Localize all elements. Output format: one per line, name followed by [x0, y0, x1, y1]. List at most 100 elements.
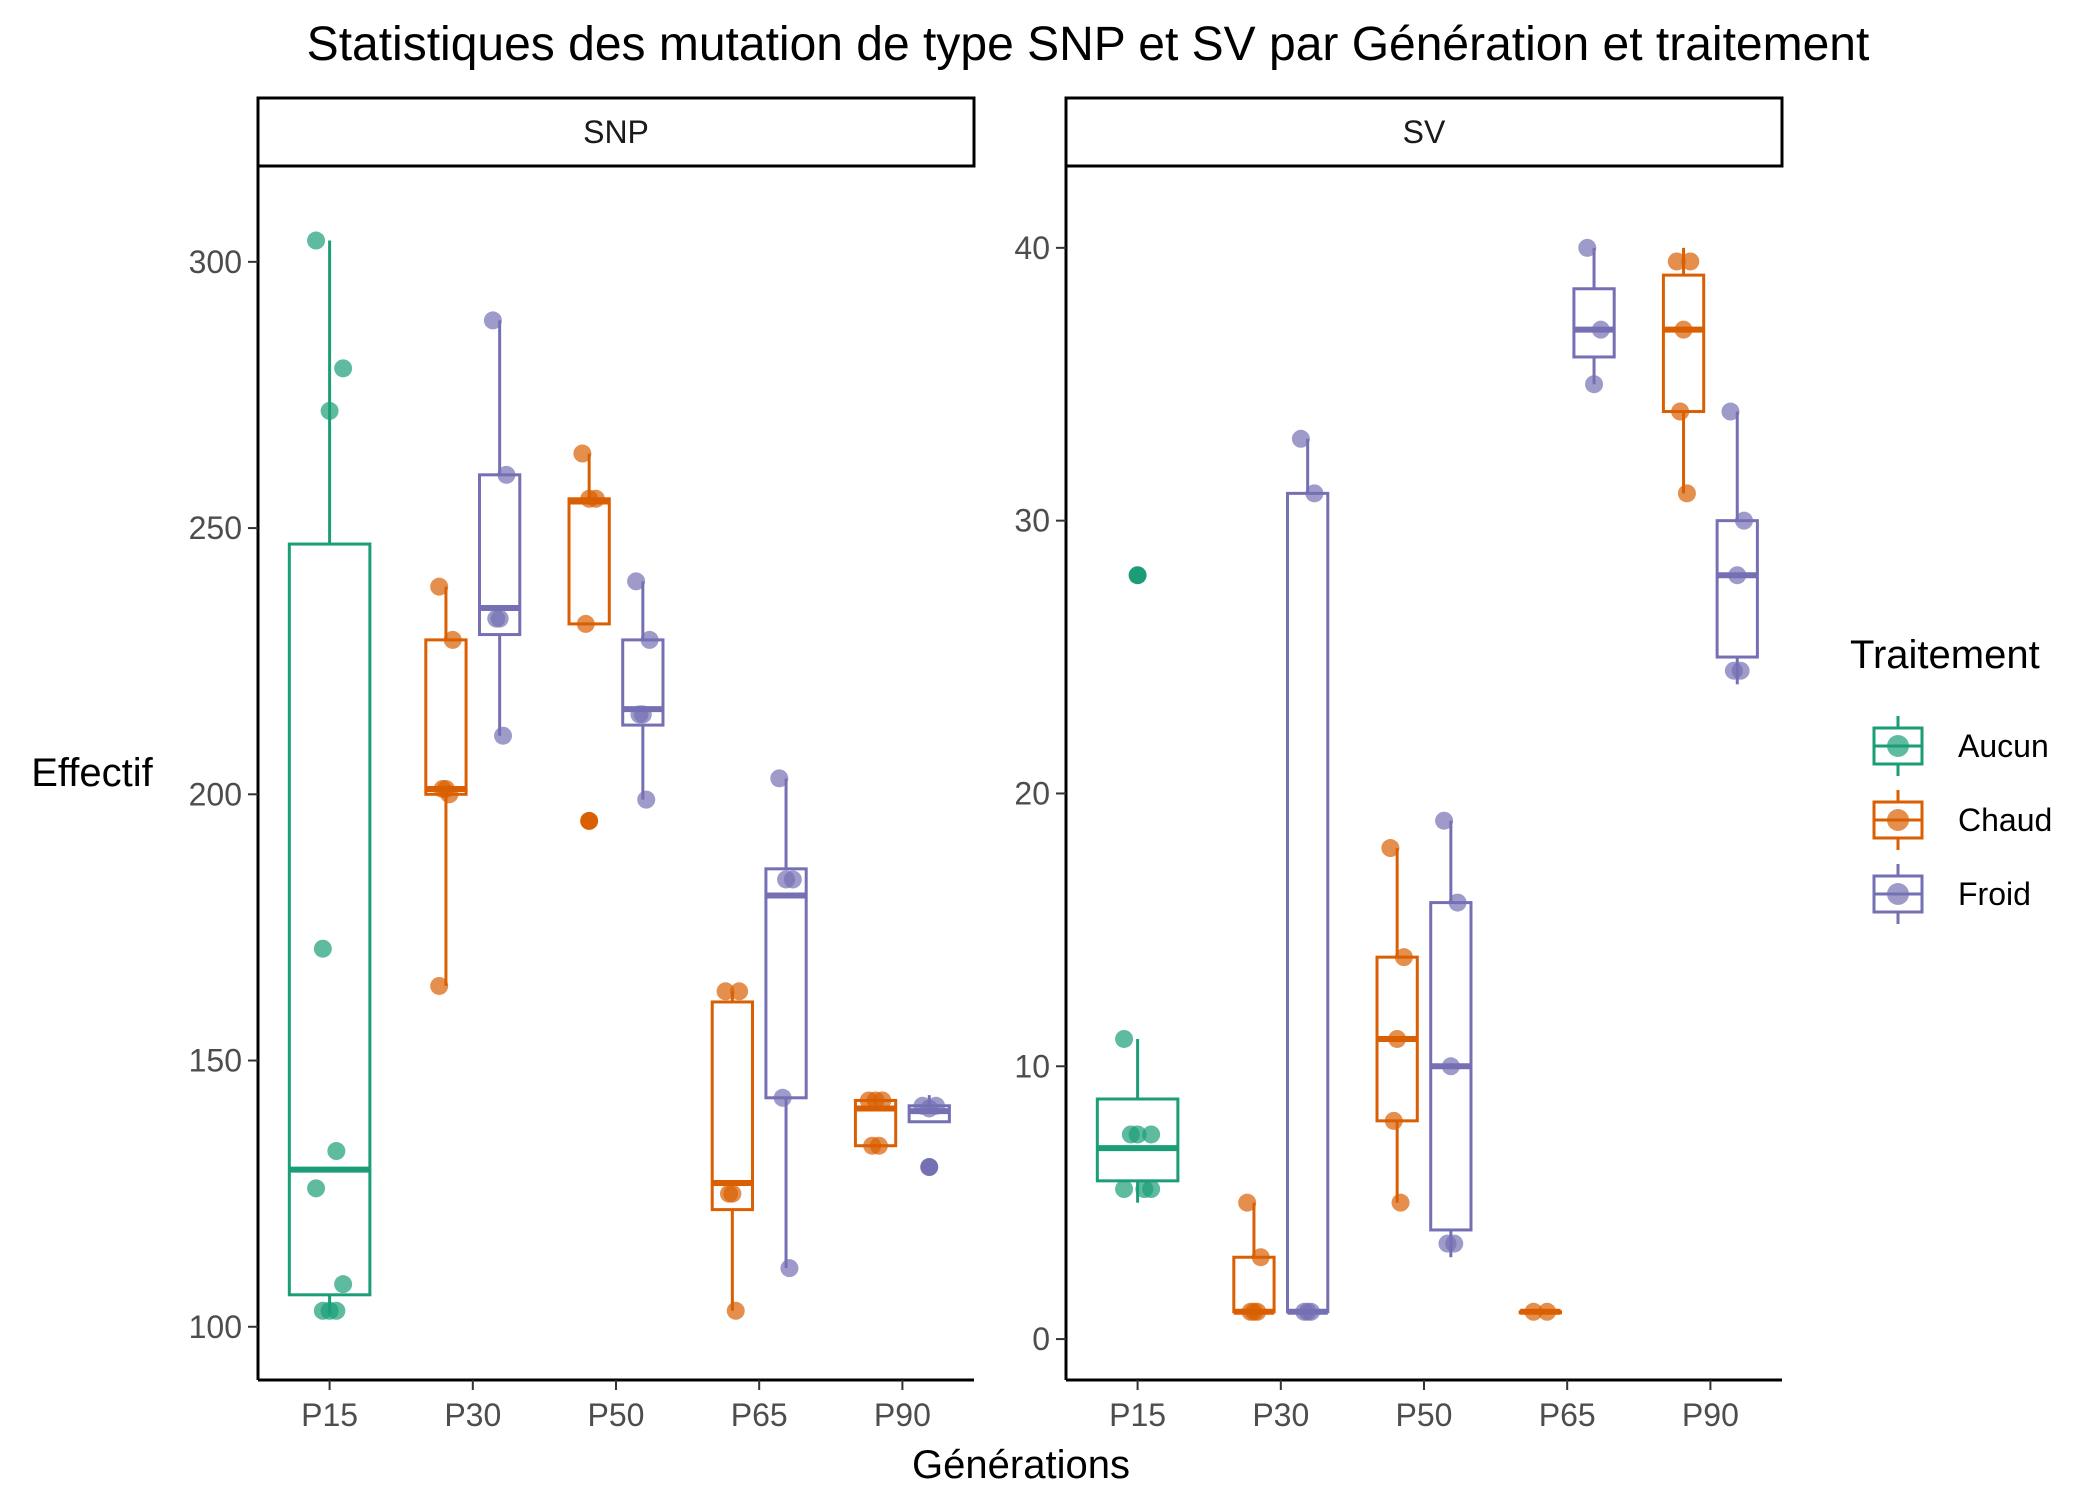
data-point	[716, 982, 735, 1001]
box-sv-p30-chaud	[1232, 1193, 1276, 1321]
data-point	[1251, 1248, 1270, 1267]
box-sv-p90-froid	[1715, 402, 1759, 685]
data-point	[1291, 429, 1310, 448]
data-point	[1728, 566, 1747, 585]
box-sv-p65-froid	[1572, 238, 1616, 394]
data-point	[1671, 402, 1690, 421]
data-point	[1674, 320, 1693, 339]
data-point	[1121, 1125, 1140, 1144]
data-point	[1115, 1180, 1134, 1199]
y-tick-label: 250	[189, 510, 242, 546]
data-point	[719, 1184, 738, 1203]
data-point	[1585, 375, 1604, 394]
legend-key-point	[1887, 809, 1909, 831]
data-point	[920, 1099, 939, 1118]
legend-title: Traitement	[1850, 633, 2040, 677]
data-point	[430, 577, 449, 596]
x-tick-label: P65	[1539, 1397, 1596, 1433]
data-point	[1448, 893, 1467, 912]
data-point	[637, 790, 656, 809]
data-point	[1302, 1302, 1321, 1321]
data-point	[1248, 1302, 1267, 1321]
x-tick-label: P90	[874, 1397, 931, 1433]
box-sv-p15-aucun	[1095, 566, 1180, 1203]
data-point	[640, 630, 659, 649]
data-point	[866, 1091, 885, 1110]
data-point	[777, 870, 796, 889]
data-point	[487, 609, 506, 628]
box-rect	[287, 542, 372, 1297]
x-tick-label: P30	[444, 1397, 501, 1433]
data-point	[1735, 511, 1754, 530]
x-tick-label: P50	[1396, 1397, 1453, 1433]
data-point	[1142, 1125, 1161, 1144]
data-point	[773, 1088, 792, 1107]
facet-panel-sv: SV 0 10 20 30 40 P15 P30 P50 P65 P90	[1014, 96, 1784, 1433]
data-point	[440, 785, 459, 804]
legend-label: Froid	[1958, 876, 2031, 912]
outlier-point	[1128, 566, 1147, 585]
data-point	[1681, 252, 1700, 271]
box-rect	[710, 1000, 754, 1212]
data-point	[1238, 1193, 1257, 1212]
data-point	[327, 1301, 346, 1320]
outlier-point	[580, 811, 599, 830]
data-point	[1445, 1234, 1464, 1253]
data-point	[1721, 402, 1740, 421]
x-tick-label: P15	[301, 1397, 358, 1433]
data-point	[443, 630, 462, 649]
data-point	[497, 465, 516, 484]
data-point	[334, 1275, 353, 1294]
data-point	[1384, 1111, 1403, 1130]
box-rect	[424, 638, 468, 796]
data-point	[327, 1142, 346, 1161]
data-point	[1381, 839, 1400, 858]
data-point	[1538, 1302, 1557, 1321]
y-tick-label: 0	[1032, 1321, 1050, 1357]
data-point	[483, 311, 502, 330]
box-snp-p90-froid	[907, 1095, 951, 1177]
data-point	[1677, 484, 1696, 503]
box-rect	[567, 497, 611, 626]
box-sv-p65-chaud	[1518, 1302, 1562, 1321]
box-snp-p90-chaud	[853, 1091, 898, 1155]
box-rect	[764, 867, 808, 1100]
data-point	[313, 1301, 332, 1320]
box-sv-p50-froid	[1429, 811, 1473, 1258]
legend-label: Chaud	[1958, 802, 2052, 838]
data-point	[430, 976, 449, 995]
box-sv-p90-chaud	[1661, 247, 1706, 503]
box-snp-p15-aucun	[287, 231, 372, 1320]
box-sv-p50-chaud	[1375, 839, 1419, 1212]
data-point	[1578, 238, 1597, 257]
outlier-point	[920, 1158, 939, 1177]
box-rect	[1661, 273, 1706, 414]
data-point	[1305, 484, 1324, 503]
x-axis-title: Générations	[912, 1443, 1130, 1487]
x-tick-label: P15	[1109, 1397, 1166, 1433]
box-rect	[1715, 519, 1759, 659]
x-tick-label: P65	[731, 1397, 788, 1433]
box-snp-p30-froid	[478, 311, 522, 745]
legend-keys: Aucun Chaud Froid	[1872, 716, 2052, 924]
data-point	[307, 231, 326, 250]
data-point	[1731, 661, 1750, 680]
data-point	[1388, 1029, 1407, 1048]
x-tick-label: P30	[1252, 1397, 1309, 1433]
y-tick-label: 150	[189, 1043, 242, 1079]
legend-key-chaud: Chaud	[1872, 790, 2052, 850]
x-tick-label: P50	[588, 1397, 645, 1433]
data-point	[1667, 252, 1686, 271]
data-point	[1591, 320, 1610, 339]
y-tick-label: 300	[189, 244, 242, 280]
data-point	[627, 572, 646, 591]
data-point	[1394, 948, 1413, 967]
data-point	[580, 489, 599, 508]
data-point	[1441, 1057, 1460, 1076]
box-rect	[1572, 287, 1616, 359]
facet-strip-snp	[256, 96, 976, 168]
legend-label: Aucun	[1958, 728, 2049, 764]
legend-key-froid: Froid	[1872, 864, 2031, 924]
facet-strip-label-sv: SV	[1403, 114, 1446, 150]
data-point	[869, 1136, 888, 1155]
